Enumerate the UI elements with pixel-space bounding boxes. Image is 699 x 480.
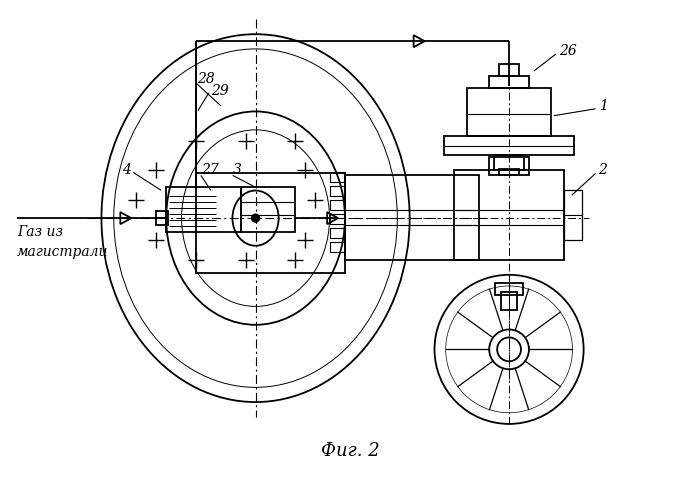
Circle shape: [252, 214, 259, 222]
Text: магистрали: магистрали: [17, 245, 108, 259]
Text: 1: 1: [598, 99, 607, 113]
Text: Фиг. 2: Фиг. 2: [321, 442, 380, 460]
Text: 4: 4: [122, 163, 131, 178]
Bar: [166, 187, 240, 232]
Bar: [564, 190, 582, 240]
Bar: [489, 76, 529, 88]
Bar: [330, 172, 345, 182]
Bar: [330, 228, 345, 238]
Bar: [156, 211, 168, 225]
Text: 26: 26: [559, 44, 577, 58]
Bar: [330, 214, 345, 224]
Bar: [330, 186, 345, 196]
Bar: [330, 200, 345, 210]
Bar: [196, 173, 345, 273]
Text: Газ из: Газ из: [17, 225, 63, 239]
Bar: [501, 292, 517, 310]
Bar: [468, 88, 551, 136]
Bar: [494, 156, 524, 170]
Bar: [499, 64, 519, 76]
Bar: [445, 136, 574, 156]
Text: 28: 28: [197, 72, 215, 86]
Text: 29: 29: [211, 84, 229, 98]
Bar: [345, 175, 480, 260]
Text: 2: 2: [598, 163, 607, 178]
Polygon shape: [327, 212, 338, 224]
Bar: [495, 283, 523, 295]
Bar: [454, 170, 564, 260]
Bar: [330, 242, 345, 252]
Bar: [499, 169, 519, 175]
Polygon shape: [120, 212, 131, 224]
Polygon shape: [414, 35, 424, 47]
Bar: [489, 157, 529, 175]
Text: 3: 3: [233, 163, 242, 178]
Bar: [240, 187, 295, 232]
Text: 27: 27: [201, 163, 219, 178]
